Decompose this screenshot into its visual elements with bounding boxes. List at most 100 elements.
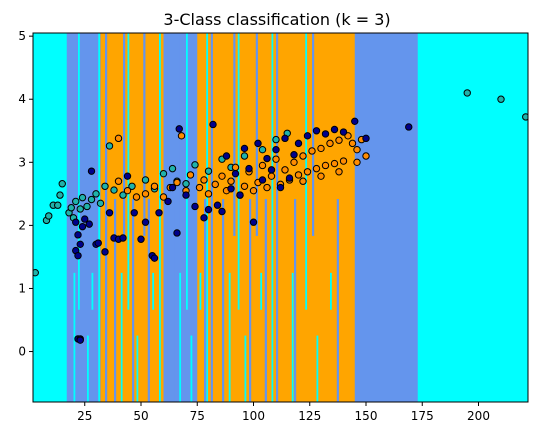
decision-stripe-cyan xyxy=(127,33,130,310)
scatter-point-point_orange xyxy=(321,161,330,170)
scatter-point-point_orange xyxy=(258,161,267,170)
decision-regions xyxy=(33,33,528,402)
x-tick-label: 125 xyxy=(298,409,321,423)
x-tick-label: 200 xyxy=(467,409,490,423)
decision-stripe-blue xyxy=(123,33,126,236)
scatter-point-point_orange xyxy=(231,163,240,172)
decision-stripe-blue xyxy=(165,33,168,402)
decision-stripe-blue xyxy=(114,199,117,402)
y-tick-label: 1 xyxy=(18,281,26,295)
scatter-point-teal xyxy=(182,180,190,188)
scatter-point-point_orange xyxy=(114,134,123,143)
decision-stripe-blue xyxy=(312,33,315,236)
decision-stripe-cyan xyxy=(244,335,247,402)
decision-stripe-blue xyxy=(264,199,267,402)
scatter-point-point_orange xyxy=(200,176,208,184)
x-tick-label: 150 xyxy=(355,409,378,423)
scatter-point-navy xyxy=(119,234,127,242)
scatter-point-point_orange xyxy=(263,183,271,192)
scatter-points xyxy=(33,89,528,344)
scatter-point-teal xyxy=(191,161,199,169)
scatter-point-navy xyxy=(405,123,413,131)
decision-stripe-cyan xyxy=(199,272,202,310)
scatter-point-navy xyxy=(272,145,280,154)
scatter-point-point_orange xyxy=(339,157,348,165)
scatter-point-point_orange xyxy=(159,193,168,201)
x-tick-label: 25 xyxy=(77,409,92,423)
decision-stripe-cyan xyxy=(136,335,139,402)
scatter-point-navy xyxy=(227,185,235,193)
y-axis: 0 1 2 3 4 5 xyxy=(18,29,33,359)
decision-stripe-cyan xyxy=(87,335,89,402)
decision-stripe-blue xyxy=(204,199,207,402)
scatter-point-point_orange xyxy=(303,168,312,176)
scatter-point-navy xyxy=(87,167,96,175)
scatter-point-teal xyxy=(204,167,213,175)
scatter-point-navy xyxy=(351,117,359,126)
scatter-point-teal xyxy=(83,202,91,211)
scatter-point-point_orange xyxy=(227,177,235,185)
scatter-point-teal xyxy=(128,182,136,190)
decision-stripe-blue xyxy=(147,199,150,402)
scatter-point-navy xyxy=(200,214,208,222)
scatter-point-teal xyxy=(105,142,114,150)
decision-stripe-blue xyxy=(255,33,258,236)
scatter-point-point_orange xyxy=(290,158,298,167)
scatter-point-teal xyxy=(141,176,150,184)
scatter-point-navy xyxy=(213,201,222,209)
scatter-point-point_orange xyxy=(317,172,325,180)
plot-frame xyxy=(32,32,529,403)
scatter-point-navy xyxy=(276,183,285,192)
x-tick-label: 50 xyxy=(133,409,148,423)
y-tick-label: 4 xyxy=(18,92,26,106)
decision-stripe-blue xyxy=(210,33,213,402)
decision-stripe-blue xyxy=(276,33,279,402)
y-tick-label: 5 xyxy=(18,29,26,43)
decision-stripe-blue xyxy=(192,33,195,236)
scatter-point-navy xyxy=(74,251,82,260)
scatter-point-navy xyxy=(312,127,321,135)
scatter-point-navy xyxy=(263,154,271,163)
scatter-point-teal xyxy=(119,191,127,199)
scatter-point-teal xyxy=(96,199,105,208)
decision-stripe-cyan xyxy=(330,272,332,310)
scatter-point-navy xyxy=(258,176,267,184)
scatter-point-navy xyxy=(191,202,199,211)
scatter-point-navy xyxy=(222,152,231,160)
decision-stripe-blue xyxy=(172,199,175,402)
decision-stripe-cyan xyxy=(190,335,193,402)
scatter-point-navy xyxy=(204,205,213,214)
chart-title: 3-Class classification (k = 3) xyxy=(163,10,390,29)
scatter-point-point_orange xyxy=(353,145,361,154)
scatter-point-point_orange xyxy=(114,177,123,185)
scatter-point-navy xyxy=(254,139,262,148)
scatter-point-point_orange xyxy=(186,171,195,179)
scatter-point-point_orange xyxy=(177,132,186,140)
decision-region-cornflower xyxy=(354,33,419,402)
y-tick-label: 3 xyxy=(18,155,26,169)
decision-stripe-cyan xyxy=(73,272,76,402)
decision-stripe-cyan xyxy=(152,272,155,310)
scatter-point-navy xyxy=(155,209,163,217)
scatter-point-point_orange xyxy=(299,177,307,185)
scatter-point-navy xyxy=(72,218,80,226)
scatter-point-point_orange xyxy=(173,178,181,187)
scatter-point-navy xyxy=(281,134,289,143)
scatter-point-point_orange xyxy=(326,139,334,148)
x-tick-label: 100 xyxy=(242,409,265,423)
scatter-point-teal xyxy=(272,135,280,144)
scatter-point-navy xyxy=(209,120,217,129)
decision-stripe-cyan xyxy=(237,33,240,310)
scatter-point-teal xyxy=(522,113,528,121)
scatter-point-navy xyxy=(76,240,84,249)
decision-stripe-blue xyxy=(132,199,135,402)
decision-stripe-cyan xyxy=(186,33,188,310)
scatter-point-navy xyxy=(339,128,348,136)
decision-stripe-blue xyxy=(183,199,186,402)
scatter-point-navy xyxy=(236,191,244,199)
scatter-point-point_orange xyxy=(281,166,289,174)
scatter-point-point_orange xyxy=(195,183,204,192)
decision-stripe-blue xyxy=(105,33,108,402)
scatter-point-teal xyxy=(58,180,66,188)
scatter-point-point_orange xyxy=(267,172,276,180)
